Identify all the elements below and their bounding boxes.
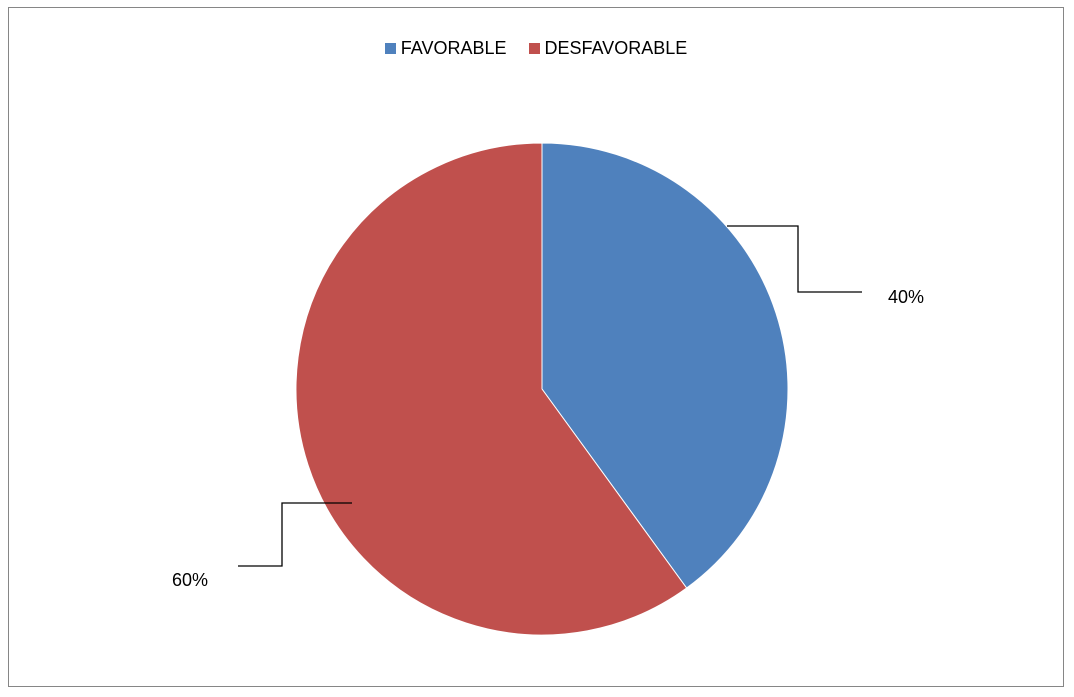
legend-item-favorable: FAVORABLE: [384, 38, 507, 59]
pie-slice-favorable: [541, 142, 789, 589]
legend-swatch-desfavorable: [528, 43, 540, 54]
legend-label-desfavorable: DESFAVORABLE: [544, 38, 688, 58]
data-label-desfavorable: 60%: [172, 570, 208, 590]
leader-line-desfavorable: [238, 502, 352, 567]
legend-label-favorable: FAVORABLE: [400, 38, 507, 58]
pie-slice-desfavorable: [295, 142, 688, 636]
legend-swatch-favorable: [384, 43, 396, 54]
data-label-favorable: 40%: [888, 287, 924, 307]
legend: FAVORABLE DESFAVORABLE: [9, 38, 1063, 59]
leader-line-favorable: [727, 225, 862, 293]
legend-item-desfavorable: DESFAVORABLE: [528, 38, 688, 59]
